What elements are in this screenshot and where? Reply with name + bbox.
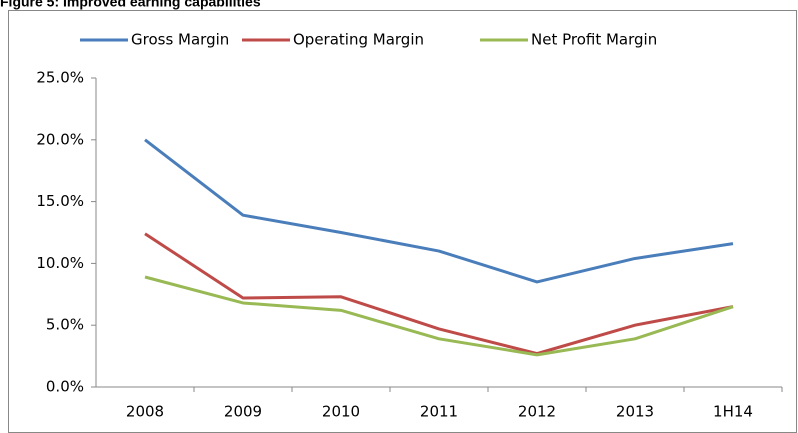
line-series bbox=[144, 138, 734, 284]
chart-border bbox=[8, 10, 797, 433]
legend-label: Net Profit Margin bbox=[531, 31, 657, 49]
x-tick-label: 2011 bbox=[420, 403, 458, 421]
x-tick-label: 2009 bbox=[224, 403, 262, 421]
x-tick-label: 2012 bbox=[518, 403, 556, 421]
x-tick-label: 2013 bbox=[616, 403, 654, 421]
y-tick-label: 20.0% bbox=[36, 130, 84, 148]
legend-label: Operating Margin bbox=[293, 31, 424, 49]
y-tick-label: 25.0% bbox=[36, 69, 84, 87]
y-tick-label: 5.0% bbox=[46, 316, 84, 334]
chart-title: Figure 5: Improved earning capabilities bbox=[0, 0, 261, 10]
y-tick-label: 0.0% bbox=[46, 378, 84, 396]
y-tick-label: 10.0% bbox=[36, 254, 84, 272]
legend-label: Gross Margin bbox=[131, 31, 229, 49]
line-series bbox=[144, 275, 734, 357]
x-tick-label: 1H14 bbox=[713, 403, 753, 421]
line-series bbox=[144, 232, 734, 356]
x-tick-label: 2010 bbox=[322, 403, 360, 421]
y-tick-label: 15.0% bbox=[36, 192, 84, 210]
x-tick-label: 2008 bbox=[126, 403, 164, 421]
